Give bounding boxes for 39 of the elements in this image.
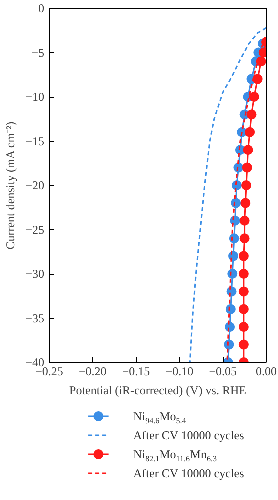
x-tick-label: −0.20 [79, 364, 107, 378]
point [226, 304, 236, 314]
point [249, 92, 260, 102]
point [242, 180, 252, 190]
line-series [189, 27, 266, 362]
y-tick-label: 0 [38, 2, 44, 16]
point [245, 127, 256, 138]
point [238, 322, 249, 332]
point [246, 110, 257, 120]
y-axis-title: Current density (mA cm⁻²) [4, 122, 18, 250]
y-tick-label: −10 [26, 90, 45, 104]
point [256, 56, 266, 67]
y-tick-label: −5 [32, 46, 45, 60]
y-tick-label: −20 [26, 178, 45, 192]
point [240, 216, 250, 226]
y-tick-label: −15 [26, 134, 45, 148]
y-tick-label: −40 [26, 356, 45, 370]
point [242, 162, 252, 173]
legend-label: After CV 10000 cycles [134, 428, 245, 442]
x-axis-title: Potential (iR-corrected) (V) vs. RHE [70, 384, 246, 398]
x-tick-label: −0.10 [166, 364, 194, 378]
x-tick-label: −0.05 [209, 364, 237, 378]
point [243, 145, 254, 156]
y-tick-label: −35 [26, 311, 45, 326]
y-tick-label: −30 [26, 267, 45, 281]
x-tick-label: −0.15 [122, 364, 150, 378]
point [229, 234, 240, 244]
point [228, 269, 238, 279]
point [238, 269, 249, 279]
y-tick-label: −25 [26, 222, 45, 237]
point [238, 340, 249, 350]
point [240, 198, 251, 208]
point [252, 74, 263, 84]
point [240, 234, 250, 244]
point [238, 304, 249, 314]
point [238, 286, 249, 297]
x-tick-label: 0.00 [256, 364, 277, 378]
legend-label: After CV 10000 cycles [134, 466, 245, 480]
point [238, 251, 249, 262]
